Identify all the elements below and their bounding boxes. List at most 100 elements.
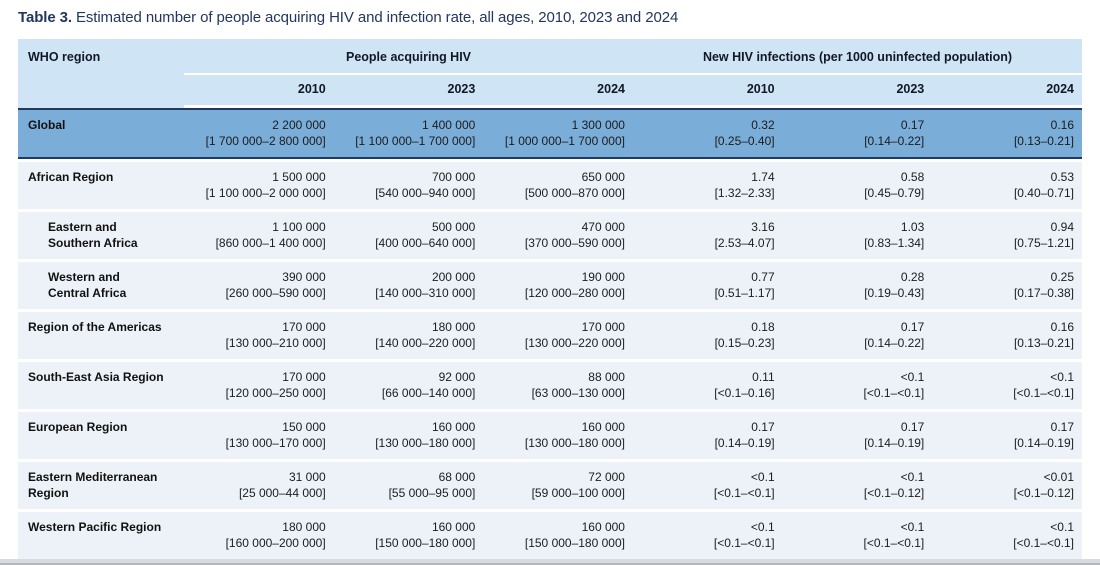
estimate-value: 1 500 000 [272, 170, 326, 184]
uncertainty-range: [0.19–0.43] [864, 285, 925, 300]
table-row: Global 2 200 000 [1 700 000–2 800 000] 1 40… [18, 108, 1082, 159]
data-cell: 0.94 [0.75–1.21] [932, 209, 1082, 259]
estimate-value: <0.1 [900, 370, 925, 384]
uncertainty-range: [0.14–0.22] [864, 335, 925, 350]
table-row: Eastern and Southern Africa 1 100 000 [860… [18, 209, 1082, 259]
data-cell: 0.17 [0.14–0.19] [932, 409, 1082, 459]
uncertainty-range: [130 000–220 000] [524, 335, 625, 350]
data-cell: 180 000 [160 000–200 000] [184, 509, 334, 559]
column-group-people-acquiring-hiv: People acquiring HIV [184, 39, 633, 75]
data-cell: 500 000 [400 000–640 000] [333, 209, 484, 259]
uncertainty-range: [0.83–1.34] [864, 235, 925, 250]
table-title-text: Estimated number of people acquiring HIV… [75, 9, 679, 26]
uncertainty-range: [130 000–180 000] [524, 435, 625, 450]
table-row: Region of the Americas 170 000 [130 000–21… [18, 309, 1082, 359]
region-name: Eastern and Southern Africa [18, 209, 185, 259]
uncertainty-range: [140 000–310 000] [375, 285, 476, 300]
data-cell: 170 000 [120 000–250 000] [184, 359, 334, 409]
data-cell: 0.53 [0.40–0.71] [932, 159, 1082, 209]
estimate-value: 170 000 [282, 370, 326, 384]
uncertainty-range: [<0.1–<0.1] [863, 535, 925, 550]
data-cell: <0.1 [<0.1–<0.1] [632, 509, 783, 559]
column-group-new-hiv-infections-rate: New HIV infections (per 1000 uninfected … [632, 39, 1082, 75]
uncertainty-range: [150 000–180 000] [375, 535, 476, 550]
uncertainty-range: [370 000–590 000] [524, 235, 625, 250]
data-cell: 0.25 [0.17–0.38] [932, 259, 1082, 309]
data-cell: 3.16 [2.53–4.07] [632, 209, 783, 259]
data-cell: 0.32 [0.25–0.40] [632, 108, 783, 159]
uncertainty-range: [0.51–1.17] [714, 285, 775, 300]
uncertainty-range: [860 000–1 400 000] [215, 235, 326, 250]
table-body: Global 2 200 000 [1 700 000–2 800 000] 1 40… [18, 108, 1082, 559]
data-cell: 0.17 [0.14–0.19] [632, 409, 783, 459]
uncertainty-range: [140 000–220 000] [375, 335, 476, 350]
data-cell: 2 200 000 [1 700 000–2 800 000] [184, 108, 334, 159]
estimate-value: 650 000 [581, 170, 625, 184]
estimate-value: 0.17 [751, 420, 775, 434]
data-cell: 700 000 [540 000–940 000] [333, 159, 484, 209]
data-cell: 1 400 000 [1 100 000–1 700 000] [333, 108, 484, 159]
column-header-who-region: WHO region [18, 39, 185, 108]
data-cell: <0.1 [<0.1–<0.1] [932, 509, 1082, 559]
region-name: Region of the Americas [18, 309, 185, 359]
data-cell: 0.16 [0.13–0.21] [932, 108, 1082, 159]
uncertainty-range: [1 100 000–1 700 000] [355, 133, 476, 148]
estimate-value: 2 200 000 [272, 118, 326, 132]
table-row: African Region 1 500 000 [1 100 000–2 000 … [18, 159, 1082, 209]
data-cell: <0.1 [<0.1–<0.1] [782, 509, 933, 559]
uncertainty-range: [120 000–280 000] [524, 285, 625, 300]
data-cell: 150 000 [130 000–170 000] [184, 409, 334, 459]
uncertainty-range: [<0.1–<0.1] [713, 535, 775, 550]
table-number-label: Table 3. [18, 9, 72, 26]
hiv-estimates-table: WHO region People acquiring HIV New HIV … [18, 39, 1082, 559]
estimate-value: 150 000 [282, 420, 326, 434]
data-cell: 0.17 [0.14–0.22] [782, 309, 933, 359]
uncertainty-range: [260 000–590 000] [225, 285, 326, 300]
data-cell: 160 000 [130 000–180 000] [483, 409, 633, 459]
estimate-value: 31 000 [288, 470, 326, 484]
estimate-value: 160 000 [581, 420, 625, 434]
uncertainty-range: [130 000–210 000] [225, 335, 326, 350]
uncertainty-range: [1 100 000–2 000 000] [205, 185, 326, 200]
year-header-people-2010: 2010 [184, 75, 334, 108]
estimate-value: 0.28 [900, 270, 925, 284]
uncertainty-range: [1.32–2.33] [714, 185, 775, 200]
estimate-value: <0.1 [900, 470, 925, 484]
estimate-value: 170 000 [282, 320, 326, 334]
data-cell: 31 000 [25 000–44 000] [184, 459, 334, 509]
data-cell: 160 000 [150 000–180 000] [333, 509, 484, 559]
estimate-value: 1 100 000 [272, 220, 326, 234]
data-cell: 0.18 [0.15–0.23] [632, 309, 783, 359]
uncertainty-range: [500 000–870 000] [524, 185, 625, 200]
page-bottom-edge [0, 559, 1100, 565]
estimate-value: 1 300 000 [571, 118, 625, 132]
year-header-row: 2010 2023 2024 2010 2023 2024 [18, 75, 1082, 108]
year-header-rate-2023: 2023 [782, 75, 933, 108]
region-name: South-East Asia Region [18, 359, 185, 409]
estimate-value: 0.11 [752, 370, 775, 384]
estimate-value: 160 000 [581, 520, 625, 534]
estimate-value: <0.1 [750, 520, 775, 534]
estimate-value: 0.16 [1050, 118, 1074, 132]
uncertainty-range: [0.13–0.21] [1013, 335, 1074, 350]
estimate-value: <0.1 [1050, 370, 1074, 384]
year-header-rate-2024: 2024 [932, 75, 1082, 108]
data-cell: 1 100 000 [860 000–1 400 000] [184, 209, 334, 259]
uncertainty-range: [400 000–640 000] [375, 235, 476, 250]
data-cell: <0.01 [<0.1–0.12] [932, 459, 1082, 509]
uncertainty-range: [130 000–180 000] [375, 435, 476, 450]
estimate-value: 0.58 [900, 170, 925, 184]
uncertainty-range: [<0.1–0.12] [863, 485, 925, 500]
data-cell: 190 000 [120 000–280 000] [483, 259, 633, 309]
region-name: Western Pacific Region [18, 509, 185, 559]
data-cell: 72 000 [59 000–100 000] [483, 459, 633, 509]
year-header-people-2024: 2024 [483, 75, 633, 108]
region-name: Global [18, 108, 185, 159]
data-cell: <0.1 [<0.1–<0.1] [632, 459, 783, 509]
uncertainty-range: [120 000–250 000] [225, 385, 326, 400]
estimate-value: 0.17 [1050, 420, 1074, 434]
uncertainty-range: [<0.1–<0.1] [713, 485, 775, 500]
table-row: Eastern Mediterranean Region 31 000 [25 00… [18, 459, 1082, 509]
uncertainty-range: [<0.1–<0.1] [1013, 385, 1074, 400]
